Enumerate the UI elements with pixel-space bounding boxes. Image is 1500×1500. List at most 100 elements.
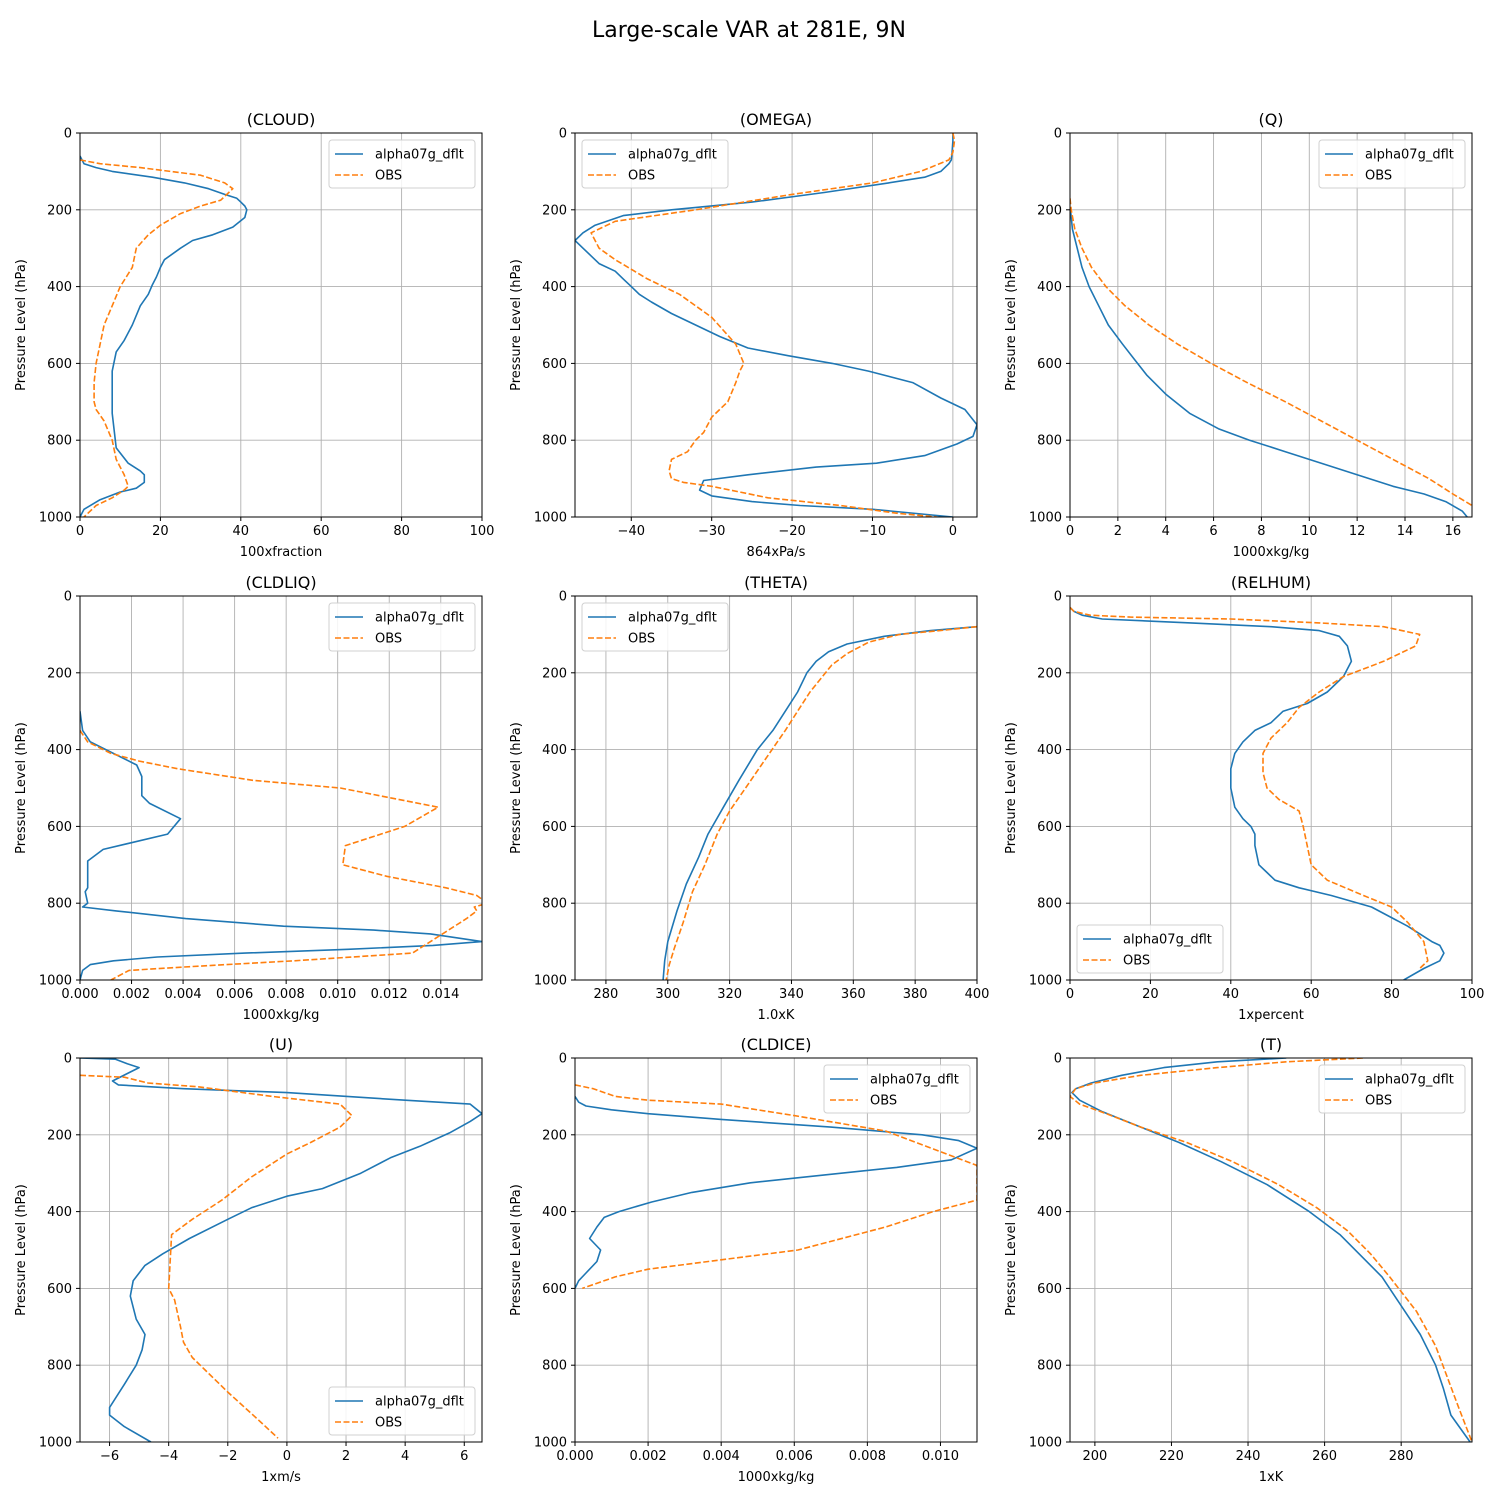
y-tick-label: 1000	[534, 1436, 567, 1451]
y-tick-label: 400	[542, 1205, 567, 1220]
series-group	[575, 133, 977, 517]
y-tick-label: 0	[64, 127, 72, 142]
x-axis-label: 100xfraction	[240, 545, 322, 560]
y-tick-label: 400	[1037, 743, 1062, 758]
legend-box	[1318, 1064, 1466, 1114]
x-tick-label: 8	[1257, 524, 1265, 539]
x-tick-label: 380	[903, 987, 928, 1002]
x-tick-label: 0	[76, 524, 84, 539]
series-line-obs	[1070, 606, 1429, 970]
x-tick-label: 6	[1209, 524, 1217, 539]
series-line-obs	[80, 159, 234, 517]
y-tick-label: 200	[47, 1128, 72, 1143]
x-tick-label: 0.002	[629, 1449, 666, 1464]
legend-label-obs: OBS	[628, 169, 655, 184]
y-tick-label: 200	[1037, 203, 1062, 218]
legend-box	[328, 139, 476, 189]
y-tick-label: 800	[1037, 434, 1062, 449]
x-tick-label: 0.002	[113, 987, 150, 1002]
x-tick-label: 20	[152, 524, 169, 539]
y-axis-label: Pressure Level (hPa)	[1004, 1184, 1019, 1316]
series-group	[662, 625, 977, 980]
axes-frame	[1069, 1057, 1473, 1443]
x-tick-label: 0.000	[556, 1449, 593, 1464]
y-tick-label: 800	[1037, 1359, 1062, 1374]
y-tick-label: 200	[542, 203, 567, 218]
x-axis-label: 864xPa/s	[747, 545, 806, 560]
x-tick-label: 60	[1303, 987, 1320, 1002]
y-tick-label: 600	[1037, 820, 1062, 835]
x-tick-label: 0.000	[61, 987, 98, 1002]
y-axis-label: Pressure Level (hPa)	[14, 259, 29, 391]
panel-title: (U)	[269, 1035, 293, 1054]
y-tick-label: 600	[47, 357, 72, 372]
y-tick-label: 0	[559, 1052, 567, 1067]
legend: alpha07g_dflt OBS	[328, 139, 476, 189]
legend-label-model: alpha07g_dflt	[870, 1073, 959, 1088]
series-line-model	[80, 155, 248, 517]
y-axis-label: Pressure Level (hPa)	[14, 722, 29, 854]
legend-label-model: alpha07g_dflt	[375, 148, 464, 163]
x-axis-label: 1000xkg/kg	[243, 1008, 320, 1023]
series-line-obs	[575, 1084, 977, 1290]
legend-box	[1318, 139, 1466, 189]
legend-label-obs: OBS	[628, 632, 655, 647]
x-tick-label: 0	[949, 524, 957, 539]
legend: alpha07g_dflt OBS	[1318, 139, 1466, 189]
x-tick-label: 0.004	[703, 1449, 740, 1464]
y-tick-label: 800	[542, 1359, 567, 1374]
y-tick-label: 400	[1037, 280, 1062, 295]
y-tick-label: 400	[1037, 1205, 1062, 1220]
panel-u: −6 −4 −2 0 2 4 6 0 200 400 600 800 1000 (U) 1xm/s Press…	[14, 1035, 483, 1485]
y-tick-label: 1000	[1029, 1436, 1062, 1451]
x-tick-label: 220	[1159, 1449, 1184, 1464]
axes-frame	[1069, 132, 1473, 518]
panel-grid: 0 20 40 60 80 10002004006008001000(CLOUD)100x…	[14, 110, 1484, 1485]
legend-label-obs: OBS	[375, 169, 402, 184]
y-axis-label: Pressure Level (hPa)	[1004, 259, 1019, 391]
y-tick-label: 1000	[534, 511, 567, 526]
x-axis-label: 1xpercent	[1238, 1008, 1304, 1023]
legend-label-model: alpha07g_dflt	[628, 611, 717, 626]
legend-label-obs: OBS	[375, 1416, 402, 1431]
legend-label-model: alpha07g_dflt	[1365, 148, 1454, 163]
y-tick-label: 600	[542, 1282, 567, 1297]
axes-frame	[79, 1057, 483, 1443]
x-tick-label: 0.006	[776, 1449, 813, 1464]
series-line-obs	[590, 133, 956, 517]
y-axis-label: Pressure Level (hPa)	[509, 259, 524, 391]
axes-frame	[79, 132, 483, 518]
x-tick-label: 12	[1349, 524, 1366, 539]
x-axis-label: 1.0xK	[758, 1008, 795, 1023]
x-axis-label: 1000xkg/kg	[1233, 545, 1310, 560]
panel-title: (CLDICE)	[741, 1035, 812, 1054]
x-tick-label: 320	[717, 987, 742, 1002]
panel-cloud: 0 20 40 60 80 10002004006008001000(CLOUD)100x…	[14, 110, 494, 560]
panel-title: (CLOUD)	[247, 110, 316, 129]
y-tick-label: 800	[1037, 897, 1062, 912]
axes-frame	[574, 1057, 978, 1443]
y-tick-label: 400	[47, 280, 72, 295]
x-tick-label: 280	[594, 987, 619, 1002]
series-group	[1070, 1058, 1472, 1442]
legend: alpha07g_dflt OBS	[328, 602, 476, 652]
series-line-model	[80, 1058, 482, 1442]
x-tick-label: 16	[1445, 524, 1462, 539]
axes-frame	[574, 132, 978, 518]
x-tick-label: −4	[159, 1449, 178, 1464]
x-axis-label: 1xK	[1259, 1470, 1284, 1485]
y-tick-label: 200	[47, 203, 72, 218]
y-tick-label: 200	[1037, 1128, 1062, 1143]
panel-title: (RELHUM)	[1231, 573, 1311, 592]
y-tick-label: 400	[47, 1205, 72, 1220]
x-tick-label: 2	[342, 1449, 350, 1464]
x-tick-label: 300	[655, 987, 680, 1002]
series-line-model	[575, 1095, 977, 1289]
x-tick-label: 40	[1223, 987, 1240, 1002]
panel-t: 200 220 240 260 280 0 200 400 600 800 1000 (T) 1xK Pr…	[1004, 1035, 1473, 1485]
y-tick-label: 600	[47, 820, 72, 835]
x-tick-label: 340	[779, 987, 804, 1002]
legend-label-obs: OBS	[1365, 169, 1392, 184]
x-tick-label: 40	[233, 524, 250, 539]
y-tick-label: 1000	[1029, 511, 1062, 526]
